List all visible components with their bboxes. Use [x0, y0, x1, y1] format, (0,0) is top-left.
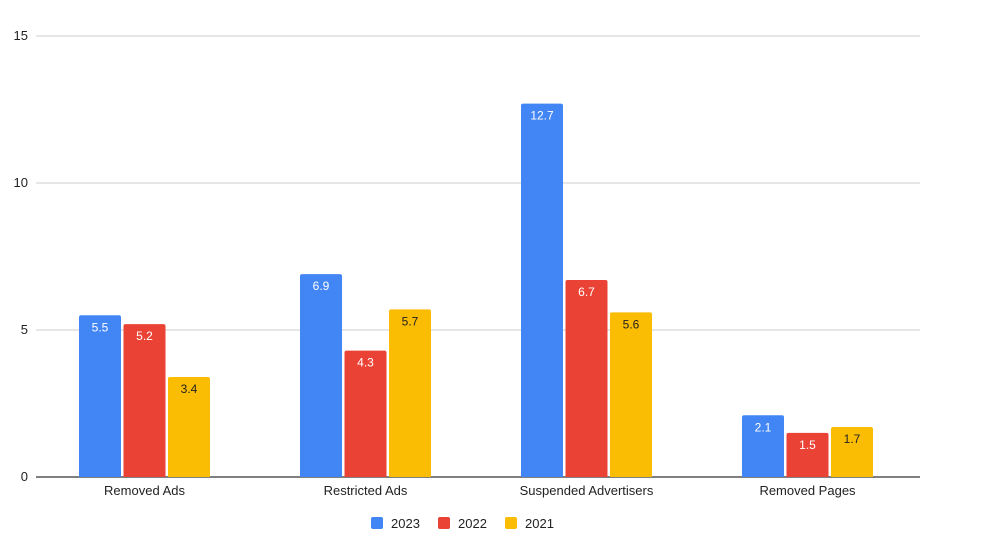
x-category-label: Removed Pages	[759, 483, 856, 498]
y-tick-label: 5	[21, 322, 28, 337]
legend-label: 2023	[391, 516, 420, 531]
data-label: 5.7	[402, 314, 419, 328]
x-category-label: Removed Ads	[104, 483, 185, 498]
x-category-label: Suspended Advertisers	[520, 483, 654, 498]
bar-2022-removed-pages	[786, 432, 829, 477]
legend: 2023 2022 2021	[371, 516, 554, 531]
bar-2021-removed-ads	[168, 377, 210, 477]
y-tick-label: 10	[14, 175, 28, 190]
y-tick-label: 0	[21, 469, 28, 484]
data-label: 1.5	[799, 438, 816, 452]
bar-2023-restricted-ads	[300, 274, 342, 477]
bar-2022-restricted-ads	[344, 350, 387, 477]
data-label: 4.3	[357, 356, 374, 370]
bar-2021-suspended-advertisers	[610, 312, 652, 477]
data-label: 6.7	[578, 285, 595, 299]
data-label: 2.1	[755, 420, 772, 434]
legend-swatch-2021	[505, 517, 517, 529]
legend-label: 2021	[525, 516, 554, 531]
legend-label: 2022	[458, 516, 487, 531]
bar-2022-removed-ads	[123, 324, 166, 477]
data-label: 6.9	[313, 279, 330, 293]
data-label: 5.2	[136, 329, 153, 343]
bar-2021-removed-pages	[831, 427, 873, 477]
bar-2023-removed-pages	[742, 415, 784, 477]
x-category-label: Restricted Ads	[324, 483, 408, 498]
y-axis: 0 5 10 15	[14, 28, 28, 484]
bar-2023-removed-ads	[79, 315, 121, 477]
bar-2021-restricted-ads	[389, 309, 431, 477]
data-label: 5.5	[92, 320, 109, 334]
data-label: 5.6	[623, 317, 640, 331]
data-label: 3.4	[181, 382, 198, 396]
legend-swatch-2023	[371, 517, 383, 529]
data-label: 1.7	[844, 432, 861, 446]
bar-series: 5.5 5.2 3.4 6.9 4.3 5.7 12.7 6.7 5.6 2.1 1.5 1.7	[79, 103, 873, 478]
legend-swatch-2022	[438, 517, 450, 529]
y-tick-label: 15	[14, 28, 28, 43]
bar-2022-suspended-advertisers	[565, 280, 608, 477]
x-axis: Removed Ads Restricted Ads Suspended Adver…	[104, 483, 856, 498]
data-label: 12.7	[530, 109, 554, 123]
bar-2023-suspended-advertisers	[521, 103, 563, 478]
